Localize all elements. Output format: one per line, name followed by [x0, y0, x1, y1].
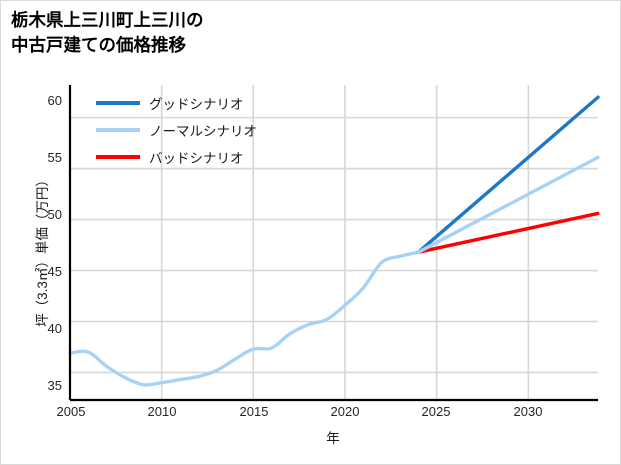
series-line	[68, 250, 421, 387]
legend-swatch-bad	[96, 155, 140, 159]
ytick-label-35: 35	[47, 378, 62, 393]
ytick-label-50: 50	[47, 207, 62, 222]
xtick-label-2015: 2015	[239, 404, 269, 419]
xtick-label-2020: 2020	[330, 404, 360, 419]
xtick-label-2010: 2010	[147, 404, 177, 419]
series-line	[416, 95, 600, 254]
y-axis-title: 坪（3.3㎡）単価（万円）	[35, 173, 50, 327]
legend-item-bad[interactable]: バッドシナリオ	[96, 146, 244, 168]
legend-item-good[interactable]: グッドシナリオ	[96, 92, 244, 114]
series-line	[416, 211, 600, 254]
xtick-label-2005: 2005	[56, 404, 86, 419]
chart-title: 栃木県上三川町上三川の 中古戸建ての価格推移	[11, 10, 204, 55]
legend-swatch-good	[96, 101, 140, 105]
ytick-label-40: 40	[47, 321, 62, 336]
legend-label-normal: ノーマルシナリオ	[149, 124, 257, 139]
ytick-label-45: 45	[47, 264, 62, 279]
legend-label-bad: バッドシナリオ	[149, 151, 244, 166]
xtick-label-2025: 2025	[421, 404, 451, 419]
legend-swatch-normal	[96, 128, 140, 132]
legend-label-good: グッドシナリオ	[149, 97, 244, 112]
xtick-label-2030: 2030	[513, 404, 543, 419]
ytick-label-60: 60	[47, 93, 62, 108]
ytick-label-55: 55	[47, 150, 62, 165]
series-line	[416, 155, 600, 254]
x-axis-title: 年	[326, 431, 340, 446]
plot-background	[70, 85, 598, 400]
legend-item-normal[interactable]: ノーマルシナリオ	[96, 119, 257, 141]
